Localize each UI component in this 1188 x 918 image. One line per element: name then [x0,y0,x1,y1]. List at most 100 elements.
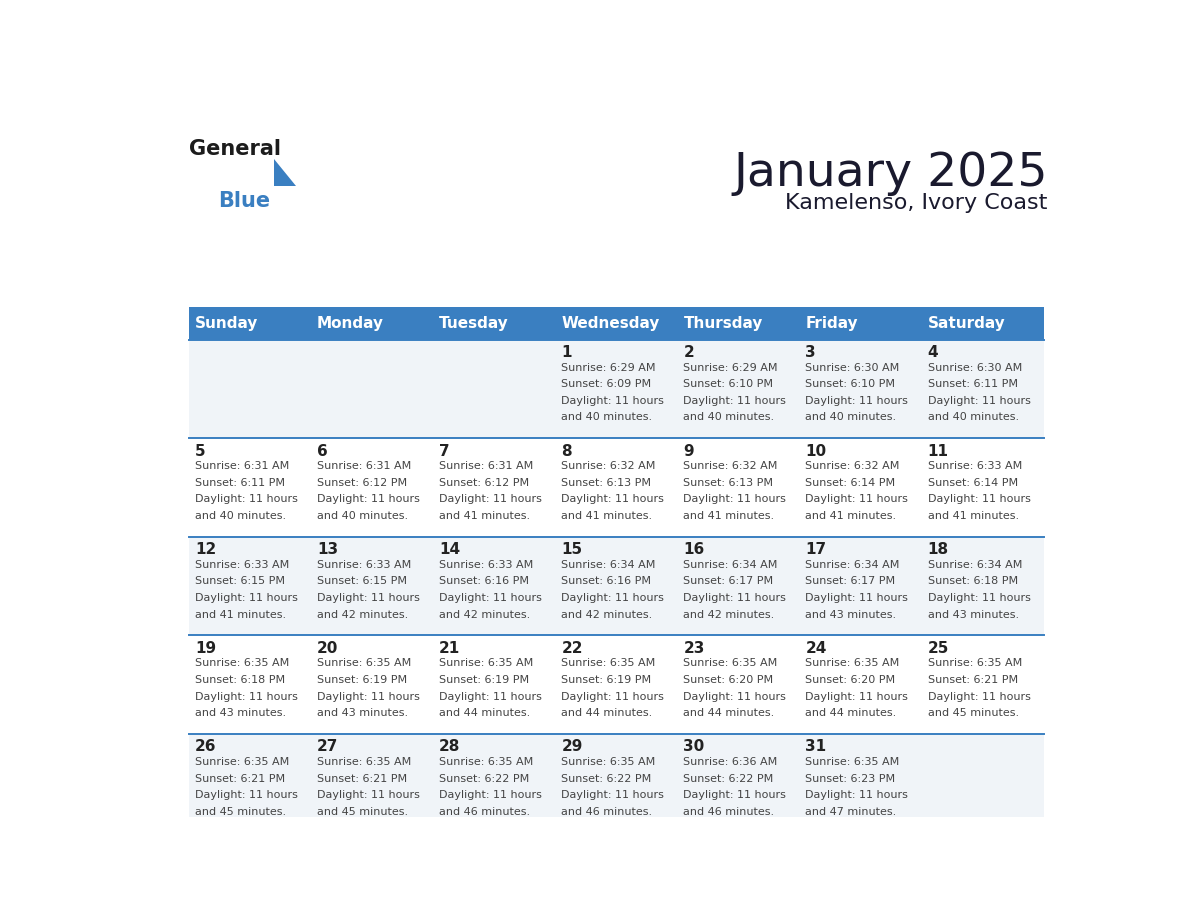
Text: Sunrise: 6:35 AM: Sunrise: 6:35 AM [805,658,899,668]
Text: and 46 minutes.: and 46 minutes. [440,807,530,817]
Text: Sunset: 6:12 PM: Sunset: 6:12 PM [440,478,530,487]
Text: and 46 minutes.: and 46 minutes. [683,807,775,817]
Text: Sunset: 6:09 PM: Sunset: 6:09 PM [561,379,651,389]
Text: 11: 11 [928,443,948,459]
Text: Daylight: 11 hours: Daylight: 11 hours [928,396,1030,406]
Text: Thursday: Thursday [683,316,763,331]
Text: Sunrise: 6:35 AM: Sunrise: 6:35 AM [561,658,656,668]
Text: and 43 minutes.: and 43 minutes. [805,610,897,620]
Text: Sunset: 6:15 PM: Sunset: 6:15 PM [195,577,285,587]
Text: 9: 9 [683,443,694,459]
Text: Daylight: 11 hours: Daylight: 11 hours [683,691,786,701]
Text: Sunrise: 6:31 AM: Sunrise: 6:31 AM [440,461,533,471]
Text: and 42 minutes.: and 42 minutes. [683,610,775,620]
Text: Daylight: 11 hours: Daylight: 11 hours [683,593,786,603]
Text: and 43 minutes.: and 43 minutes. [195,708,286,718]
Text: Sunrise: 6:35 AM: Sunrise: 6:35 AM [195,757,289,767]
Text: Daylight: 11 hours: Daylight: 11 hours [805,396,909,406]
Bar [189,340,1043,438]
Text: 16: 16 [683,543,704,557]
Text: Daylight: 11 hours: Daylight: 11 hours [561,691,664,701]
Text: and 40 minutes.: and 40 minutes. [561,412,652,422]
Text: Sunset: 6:21 PM: Sunset: 6:21 PM [928,675,1018,685]
Text: 26: 26 [195,739,216,755]
Text: and 44 minutes.: and 44 minutes. [683,708,775,718]
Text: 13: 13 [317,543,339,557]
Text: 14: 14 [440,543,460,557]
Text: Daylight: 11 hours: Daylight: 11 hours [683,396,786,406]
Text: Sunset: 6:16 PM: Sunset: 6:16 PM [440,577,529,587]
Text: Sunset: 6:22 PM: Sunset: 6:22 PM [561,774,651,784]
Text: and 44 minutes.: and 44 minutes. [440,708,530,718]
Text: Sunset: 6:10 PM: Sunset: 6:10 PM [683,379,773,389]
Text: Sunset: 6:18 PM: Sunset: 6:18 PM [195,675,285,685]
Text: 1: 1 [561,345,571,360]
Text: 4: 4 [928,345,939,360]
Text: 12: 12 [195,543,216,557]
Text: Daylight: 11 hours: Daylight: 11 hours [440,593,542,603]
Text: Sunrise: 6:29 AM: Sunrise: 6:29 AM [561,363,656,373]
Text: 6: 6 [317,443,328,459]
Text: and 43 minutes.: and 43 minutes. [317,708,409,718]
Text: and 43 minutes.: and 43 minutes. [928,610,1019,620]
Text: and 44 minutes.: and 44 minutes. [561,708,652,718]
Text: 8: 8 [561,443,571,459]
Text: Sunset: 6:19 PM: Sunset: 6:19 PM [440,675,530,685]
Text: Daylight: 11 hours: Daylight: 11 hours [195,593,298,603]
Text: 22: 22 [561,641,583,655]
Text: Daylight: 11 hours: Daylight: 11 hours [561,495,664,504]
Bar [311,308,434,340]
Text: Daylight: 11 hours: Daylight: 11 hours [805,593,909,603]
Text: 20: 20 [317,641,339,655]
Text: Sunrise: 6:31 AM: Sunrise: 6:31 AM [317,461,411,471]
Text: 23: 23 [683,641,704,655]
Text: Tuesday: Tuesday [440,316,508,331]
Text: 30: 30 [683,739,704,755]
Text: Sunrise: 6:35 AM: Sunrise: 6:35 AM [440,757,533,767]
Text: 19: 19 [195,641,216,655]
Text: General: General [189,139,280,159]
Text: Sunrise: 6:33 AM: Sunrise: 6:33 AM [317,560,411,570]
Polygon shape [274,159,296,186]
Text: and 41 minutes.: and 41 minutes. [805,511,897,521]
Text: Daylight: 11 hours: Daylight: 11 hours [805,691,909,701]
Text: Sunrise: 6:36 AM: Sunrise: 6:36 AM [683,757,778,767]
Text: Sunset: 6:11 PM: Sunset: 6:11 PM [928,379,1018,389]
Text: Daylight: 11 hours: Daylight: 11 hours [561,593,664,603]
Text: Daylight: 11 hours: Daylight: 11 hours [317,495,419,504]
Text: Sunrise: 6:35 AM: Sunrise: 6:35 AM [317,757,411,767]
Text: Sunrise: 6:35 AM: Sunrise: 6:35 AM [195,658,289,668]
Text: and 41 minutes.: and 41 minutes. [683,511,775,521]
Bar [189,733,1043,833]
Text: 2: 2 [683,345,694,360]
Text: Kamelenso, Ivory Coast: Kamelenso, Ivory Coast [785,194,1048,213]
Text: Monday: Monday [317,316,384,331]
Bar [434,308,555,340]
Text: and 41 minutes.: and 41 minutes. [928,511,1019,521]
Text: Sunset: 6:22 PM: Sunset: 6:22 PM [440,774,530,784]
Text: Sunrise: 6:35 AM: Sunrise: 6:35 AM [561,757,656,767]
Text: Sunset: 6:21 PM: Sunset: 6:21 PM [195,774,285,784]
Text: Sunrise: 6:35 AM: Sunrise: 6:35 AM [805,757,899,767]
Bar [800,308,922,340]
Text: 7: 7 [440,443,450,459]
Text: Sunrise: 6:34 AM: Sunrise: 6:34 AM [561,560,656,570]
Text: Wednesday: Wednesday [561,316,659,331]
Text: Daylight: 11 hours: Daylight: 11 hours [928,593,1030,603]
Text: and 40 minutes.: and 40 minutes. [928,412,1019,422]
Text: Sunset: 6:21 PM: Sunset: 6:21 PM [317,774,407,784]
Bar [922,308,1043,340]
Text: Sunrise: 6:35 AM: Sunrise: 6:35 AM [440,658,533,668]
Text: and 46 minutes.: and 46 minutes. [561,807,652,817]
Text: Sunday: Sunday [195,316,258,331]
Text: 24: 24 [805,641,827,655]
Text: Sunrise: 6:32 AM: Sunrise: 6:32 AM [805,461,899,471]
Text: 10: 10 [805,443,827,459]
Text: and 40 minutes.: and 40 minutes. [195,511,286,521]
Text: and 42 minutes.: and 42 minutes. [440,610,530,620]
Text: 18: 18 [928,543,949,557]
Text: 5: 5 [195,443,206,459]
Text: Daylight: 11 hours: Daylight: 11 hours [440,495,542,504]
Text: Daylight: 11 hours: Daylight: 11 hours [805,790,909,800]
Text: Daylight: 11 hours: Daylight: 11 hours [683,790,786,800]
